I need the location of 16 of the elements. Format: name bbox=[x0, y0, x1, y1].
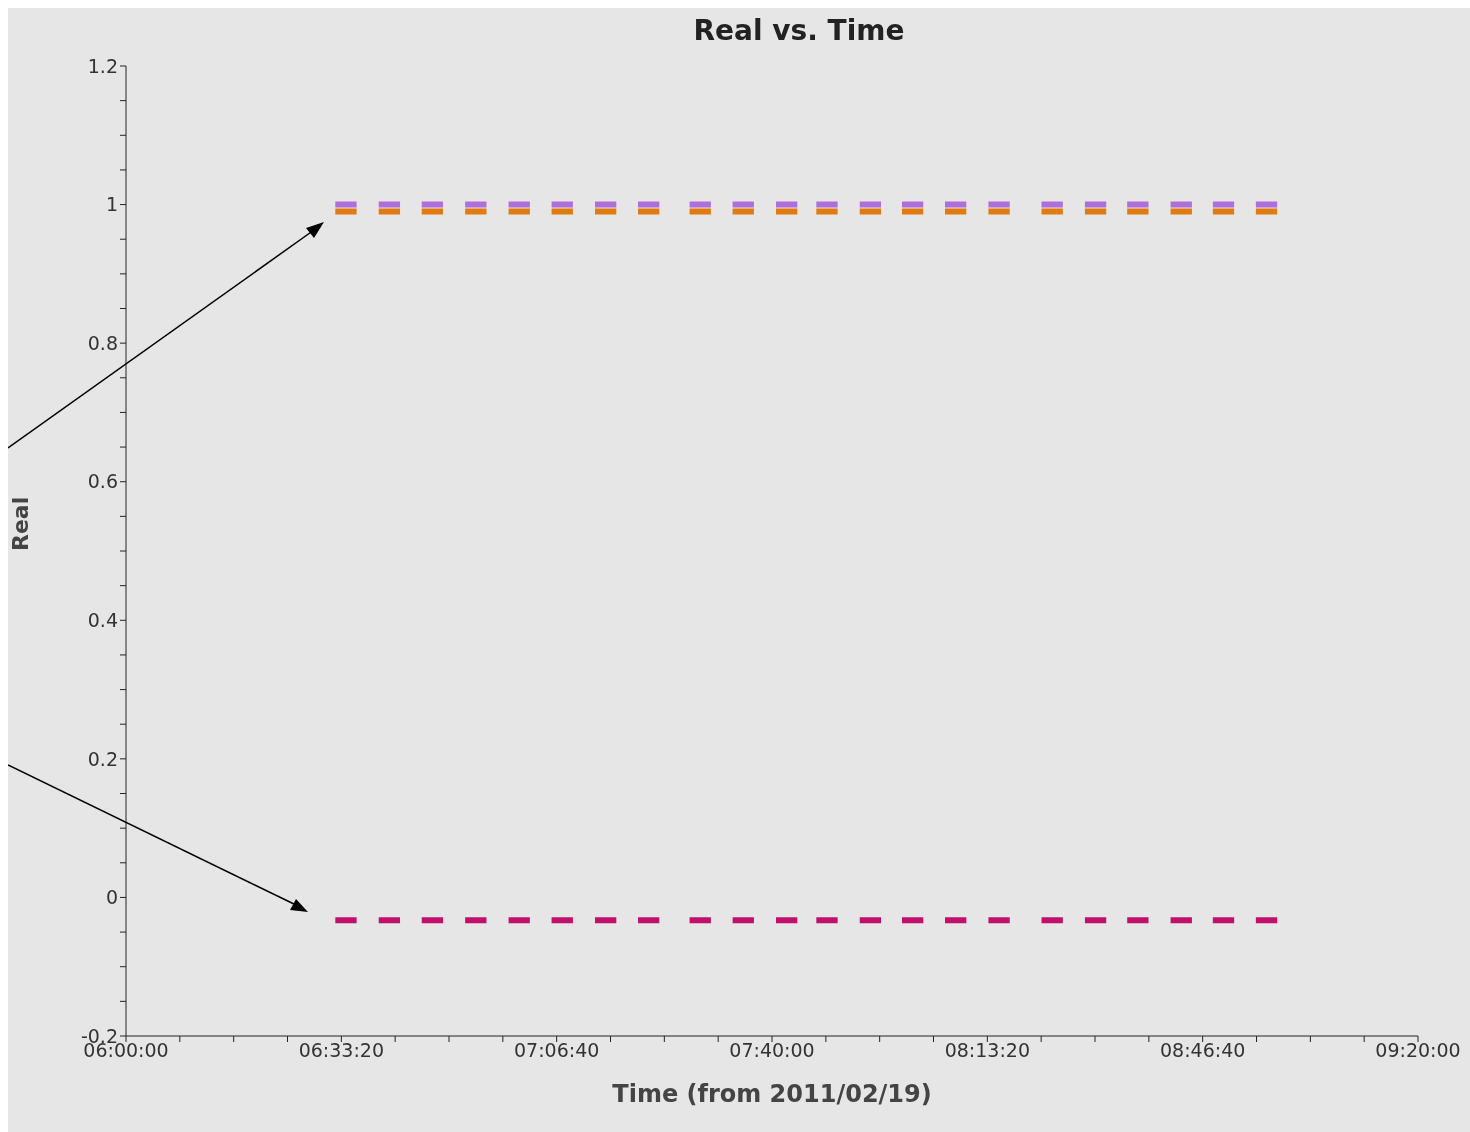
x-axis-title: Time (from 2011/02/19) bbox=[612, 1080, 932, 1108]
x-tick-label: 07:06:40 bbox=[513, 1039, 600, 1062]
y-tick-label: 0.2 bbox=[87, 747, 118, 770]
y-tick-label: 0.4 bbox=[87, 609, 118, 632]
y-axis-title: Real bbox=[7, 496, 33, 551]
y-tick-label: 0.6 bbox=[87, 470, 118, 493]
y-tick-label: 1.2 bbox=[87, 54, 118, 77]
x-tick-label: 06:33:20 bbox=[298, 1039, 385, 1062]
x-tick-label: 08:46:40 bbox=[1160, 1039, 1246, 1062]
chart-title: Real vs. Time bbox=[692, 14, 906, 47]
y-tick-label: 0.8 bbox=[87, 331, 118, 354]
y-tick-label: 1 bbox=[105, 193, 118, 216]
x-tick-label: 07:40:00 bbox=[729, 1039, 815, 1062]
x-tick-label: 08:13:20 bbox=[944, 1039, 1031, 1062]
y-tick-label: 0 bbox=[105, 886, 118, 909]
x-tick-label: 09:20:00 bbox=[1375, 1039, 1461, 1062]
